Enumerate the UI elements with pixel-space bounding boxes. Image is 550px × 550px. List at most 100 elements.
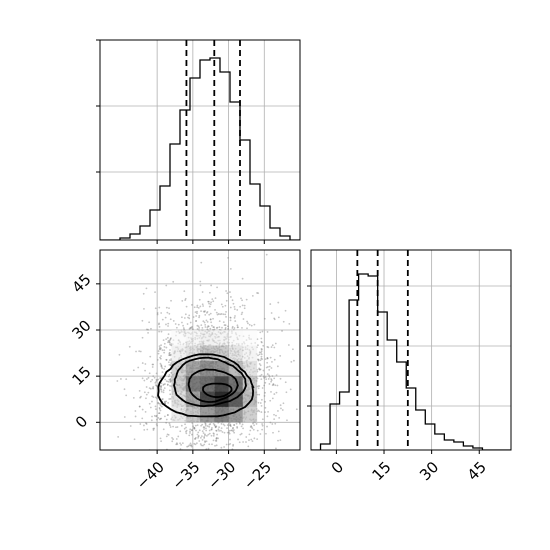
scatter-point: [212, 439, 215, 442]
scatter-point: [203, 428, 205, 430]
scatter-point: [145, 423, 148, 425]
x-tick-label: 0: [328, 458, 347, 477]
scatter-point: [214, 308, 216, 311]
scatter-point: [190, 451, 192, 453]
scatter-point: [282, 320, 285, 323]
scatter-point: [179, 430, 182, 433]
scatter-point: [211, 427, 213, 429]
scatter-point: [156, 359, 159, 361]
scatter-point: [160, 390, 163, 393]
scatter-point: [209, 318, 212, 321]
scatter-point: [267, 378, 270, 380]
scatter-point: [247, 452, 249, 454]
scatter-point: [160, 386, 162, 389]
scatter-point: [268, 383, 271, 385]
scatter-point: [160, 365, 163, 368]
scatter-point: [231, 325, 234, 328]
scatter-point: [196, 328, 199, 330]
scatter-point: [191, 421, 194, 424]
scatter-point: [188, 317, 191, 320]
scatter-point: [229, 442, 232, 445]
x-tick-label: −35: [168, 458, 203, 493]
scatter-point: [169, 363, 172, 366]
scatter-point: [251, 440, 254, 443]
scatter-point: [141, 362, 144, 364]
scatter-point: [212, 300, 215, 303]
scatter-point: [242, 427, 244, 430]
scatter-point: [168, 422, 171, 425]
scatter-point: [192, 316, 195, 318]
scatter-point: [197, 435, 200, 438]
scatter-point: [229, 438, 231, 441]
scatter-point: [215, 327, 218, 329]
scatter-point: [195, 429, 197, 432]
scatter-point: [269, 303, 272, 305]
axes-frame: [310, 249, 512, 451]
scatter-point: [198, 316, 200, 319]
scatter-point: [276, 365, 279, 368]
scatter-point: [290, 360, 293, 363]
scatter-point: [165, 359, 168, 361]
scatter-point: [153, 427, 156, 430]
scatter-point: [161, 398, 164, 400]
scatter-point: [175, 426, 177, 429]
scatter-point: [197, 306, 200, 309]
scatter-point: [201, 438, 204, 441]
scatter-point: [177, 435, 180, 438]
scatter-point: [180, 424, 183, 427]
scatter-point: [166, 311, 169, 314]
scatter-point: [169, 397, 172, 400]
scatter-point: [152, 396, 155, 398]
scatter-point: [139, 350, 142, 353]
scatter-point: [228, 422, 231, 424]
scatter-point: [247, 453, 249, 455]
scatter-point: [212, 317, 214, 320]
scatter-point: [281, 409, 284, 411]
scatter-point: [162, 389, 165, 392]
scatter-point: [145, 287, 148, 290]
scatter-point: [118, 353, 121, 356]
scatter-point: [170, 299, 172, 302]
scatter-point: [261, 423, 264, 425]
scatter-point: [225, 310, 227, 313]
y-tick-label: 0: [72, 412, 91, 431]
scatter-point: [251, 427, 254, 430]
scatter-point: [293, 359, 295, 362]
scatter-point: [257, 385, 260, 388]
scatter-point: [165, 358, 168, 361]
scatter-point: [233, 423, 236, 426]
scatter-point: [214, 439, 217, 442]
density-cell: [185, 406, 200, 423]
scatter-point: [274, 342, 277, 345]
scatter-point: [236, 425, 239, 428]
scatter-point: [184, 299, 187, 301]
histogram-bin: [330, 404, 340, 450]
scatter-point: [210, 428, 213, 431]
scatter-point: [229, 424, 232, 427]
scatter-point: [199, 436, 202, 439]
scatter-point: [209, 423, 212, 425]
scatter-point: [147, 331, 149, 334]
scatter-point: [164, 365, 167, 368]
scatter-point: [277, 301, 280, 304]
scatter-point: [169, 424, 171, 427]
scatter-point: [159, 404, 162, 407]
scatter-point: [147, 391, 150, 394]
scatter-point: [241, 304, 244, 307]
scatter-point: [191, 325, 193, 328]
scatter-point: [264, 400, 266, 403]
scatter-point: [143, 307, 145, 310]
scatter-point: [264, 358, 267, 361]
scatter-point: [160, 389, 163, 391]
scatter-point: [285, 391, 288, 394]
scatter-point: [186, 445, 189, 448]
scatter-point: [268, 368, 271, 371]
scatter-point: [181, 316, 183, 319]
scatter-point: [157, 401, 160, 404]
scatter-point: [221, 326, 223, 329]
scatter-point: [151, 415, 153, 418]
scatter-point: [263, 377, 265, 379]
scatter-point: [151, 378, 154, 381]
scatter-point: [175, 326, 178, 329]
scatter-point: [167, 402, 170, 404]
